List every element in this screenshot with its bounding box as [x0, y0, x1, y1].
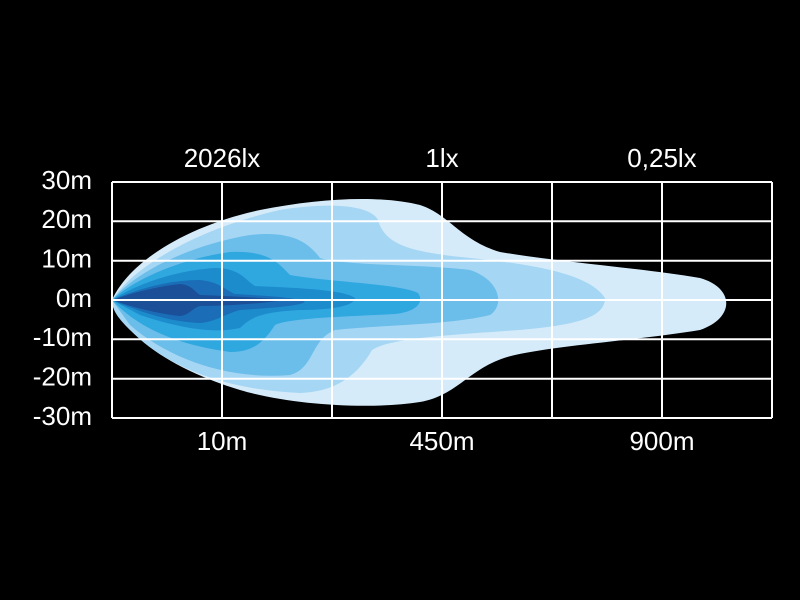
y-axis-label: 0m [56, 283, 92, 313]
top-label: 1lx [425, 143, 458, 173]
bottom-label: 900m [629, 426, 694, 456]
y-axis-label: -30m [33, 401, 92, 431]
bottom-label: 450m [409, 426, 474, 456]
grid [111, 181, 773, 419]
top-label: 2026lx [184, 143, 261, 173]
y-axis-label: 10m [41, 244, 92, 274]
bottom-label: 10m [197, 426, 248, 456]
y-axis-label: -20m [33, 362, 92, 392]
y-axis-label: 20m [41, 204, 92, 234]
y-axis-label: -10m [33, 322, 92, 352]
y-axis-label: 30m [41, 165, 92, 195]
top-label: 0,25lx [627, 143, 696, 173]
